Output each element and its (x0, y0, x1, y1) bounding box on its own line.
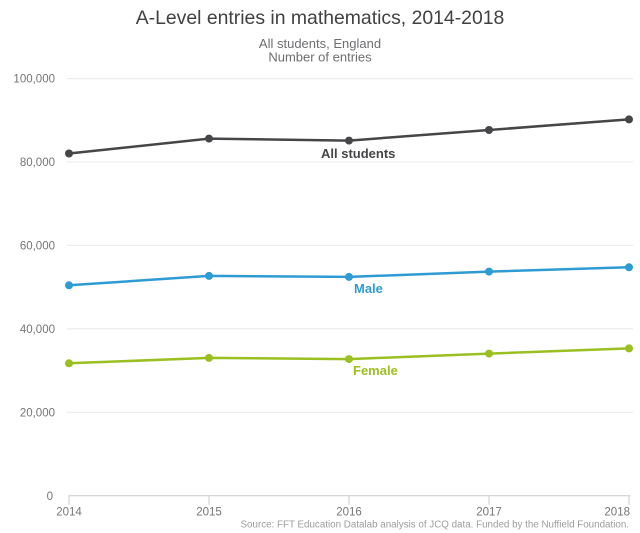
svg-text:Female: Female (353, 363, 398, 378)
svg-text:Number of entries: Number of entries (268, 50, 372, 65)
svg-text:All students, England: All students, England (259, 36, 381, 51)
svg-text:40,000: 40,000 (20, 324, 55, 336)
svg-text:2018: 2018 (604, 507, 630, 519)
svg-text:Source: FFT Education Datalab: Source: FFT Education Datalab analysis o… (241, 520, 629, 531)
svg-text:2016: 2016 (336, 507, 362, 519)
svg-text:Male: Male (354, 281, 383, 296)
svg-text:0: 0 (47, 491, 53, 503)
svg-text:60,000: 60,000 (20, 240, 55, 252)
svg-text:All students: All students (321, 146, 395, 161)
svg-text:A-Level entries in mathematics: A-Level entries in mathematics, 2014-201… (136, 7, 505, 29)
svg-text:2017: 2017 (476, 507, 502, 519)
svg-text:80,000: 80,000 (20, 157, 55, 169)
svg-text:2015: 2015 (196, 507, 222, 519)
svg-text:20,000: 20,000 (20, 407, 55, 419)
svg-text:2014: 2014 (56, 507, 82, 519)
svg-text:100,000: 100,000 (13, 74, 55, 86)
